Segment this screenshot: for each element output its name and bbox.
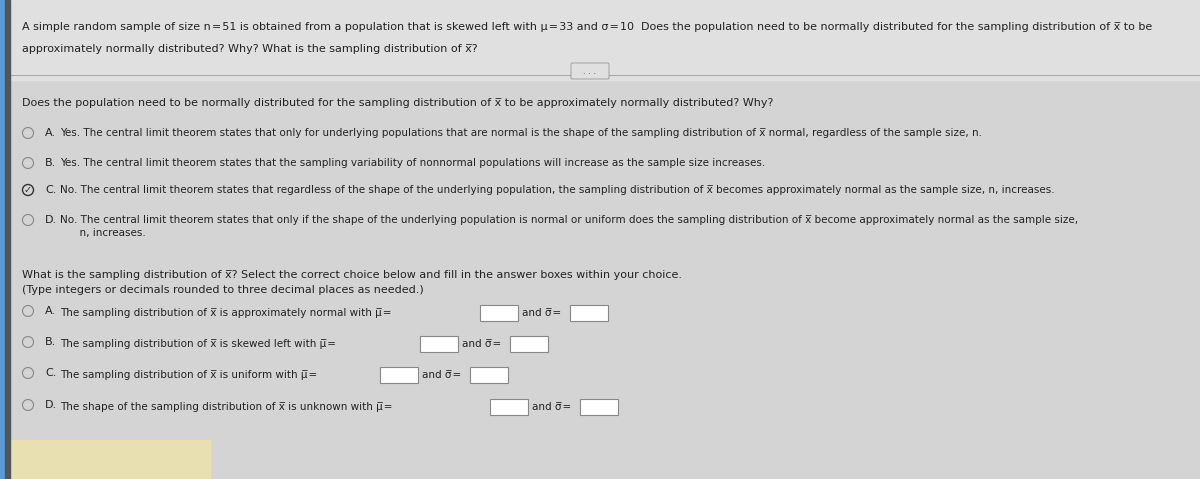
Text: ✓: ✓ bbox=[24, 185, 32, 195]
Bar bbox=[5, 0, 10, 479]
Text: D.: D. bbox=[46, 400, 58, 410]
FancyBboxPatch shape bbox=[580, 399, 618, 415]
FancyBboxPatch shape bbox=[420, 336, 458, 352]
FancyBboxPatch shape bbox=[470, 367, 508, 383]
Text: and σ̅ =: and σ̅ = bbox=[462, 339, 502, 349]
Text: The sampling distribution of x̅ is uniform with μ̅ =: The sampling distribution of x̅ is unifo… bbox=[60, 370, 317, 380]
Text: A.: A. bbox=[46, 306, 56, 316]
Text: B.: B. bbox=[46, 158, 56, 168]
Text: and σ̅ =: and σ̅ = bbox=[532, 402, 571, 412]
Bar bbox=[0, 0, 5, 479]
Text: A.: A. bbox=[46, 128, 56, 138]
Text: (Type integers or decimals rounded to three decimal places as needed.): (Type integers or decimals rounded to th… bbox=[22, 285, 424, 295]
Text: The shape of the sampling distribution of x̅ is unknown with μ̅ =: The shape of the sampling distribution o… bbox=[60, 402, 392, 412]
Text: The sampling distribution of x̅ is skewed left with μ̅ =: The sampling distribution of x̅ is skewe… bbox=[60, 339, 336, 349]
Text: approximately normally distributed? Why? What is the sampling distribution of x̅: approximately normally distributed? Why?… bbox=[22, 44, 478, 54]
FancyBboxPatch shape bbox=[571, 63, 610, 79]
Text: What is the sampling distribution of x̅? Select the correct choice below and fil: What is the sampling distribution of x̅?… bbox=[22, 270, 682, 280]
Text: No. The central limit theorem states that only if the shape of the underlying po: No. The central limit theorem states tha… bbox=[60, 215, 1078, 238]
Bar bbox=[10, 440, 210, 479]
Text: and σ̅ =: and σ̅ = bbox=[522, 308, 562, 318]
Text: Yes. The central limit theorem states that the sampling variability of nonnormal: Yes. The central limit theorem states th… bbox=[60, 158, 766, 168]
Bar bbox=[10, 75, 1200, 479]
Text: C.: C. bbox=[46, 185, 56, 195]
Text: The sampling distribution of x̅ is approximately normal with μ̅ =: The sampling distribution of x̅ is appro… bbox=[60, 308, 391, 318]
Text: . . .: . . . bbox=[583, 67, 596, 76]
Text: Yes. The central limit theorem states that only for underlying populations that : Yes. The central limit theorem states th… bbox=[60, 128, 982, 138]
Text: D.: D. bbox=[46, 215, 58, 225]
FancyBboxPatch shape bbox=[380, 367, 418, 383]
FancyBboxPatch shape bbox=[510, 336, 548, 352]
FancyBboxPatch shape bbox=[480, 305, 518, 321]
Bar bbox=[10, 0, 1200, 80]
Text: No. The central limit theorem states that regardless of the shape of the underly: No. The central limit theorem states tha… bbox=[60, 185, 1055, 195]
FancyBboxPatch shape bbox=[570, 305, 608, 321]
Text: Does the population need to be normally distributed for the sampling distributio: Does the population need to be normally … bbox=[22, 98, 773, 108]
Text: and σ̅ =: and σ̅ = bbox=[422, 370, 461, 380]
Text: B.: B. bbox=[46, 337, 56, 347]
FancyBboxPatch shape bbox=[490, 399, 528, 415]
Text: C.: C. bbox=[46, 368, 56, 378]
Text: A simple random sample of size n = 51 is obtained from a population that is skew: A simple random sample of size n = 51 is… bbox=[22, 22, 1152, 32]
